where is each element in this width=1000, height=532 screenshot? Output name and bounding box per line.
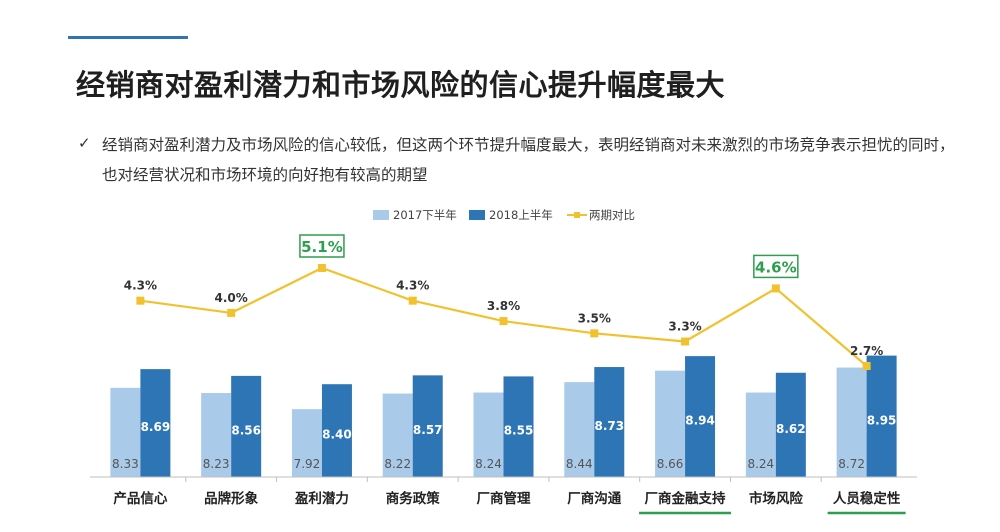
- line-point-0: [136, 296, 145, 305]
- line-label-6: 3.3%: [668, 320, 701, 334]
- bar-value-2018-6: 8.94: [685, 414, 715, 428]
- bar-value-2017-6: 8.66: [657, 457, 684, 471]
- bar-2018-5: [594, 367, 625, 477]
- bar-2018-7: [775, 372, 806, 477]
- line-label-4: 3.8%: [487, 299, 520, 313]
- x-tick-label-5: 厂商沟通: [567, 490, 621, 507]
- bar-value-2017-0: 8.33: [112, 457, 139, 471]
- line-label-1: 4.0%: [215, 291, 248, 305]
- bar-2017-7: [745, 392, 776, 477]
- bar-value-2018-2: 8.40: [322, 428, 352, 442]
- bar-value-2017-2: 7.92: [294, 457, 321, 471]
- bar-value-2018-1: 8.56: [231, 423, 261, 437]
- line-point-6: [681, 337, 690, 346]
- line-label-8: 2.7%: [850, 344, 883, 358]
- x-tick-label-7: 市场风险: [749, 490, 803, 507]
- line-label-0: 4.3%: [124, 279, 157, 293]
- line-label-box-2: [299, 234, 345, 258]
- bar-2018-1: [231, 375, 262, 477]
- bar-2017-1: [201, 393, 232, 477]
- bullet-point: ✓ 经销商对盈利潜力及市场风险的信心较低，但这两个环节提升幅度最大，表明经销商对…: [78, 130, 958, 190]
- line-point-2: [317, 264, 326, 272]
- bar-value-2018-5: 8.73: [594, 419, 624, 433]
- bar-2018-3: [412, 375, 443, 477]
- bar-value-2017-7: 8.24: [747, 457, 774, 471]
- line-point-5: [590, 329, 599, 338]
- line-point-7: [771, 284, 780, 293]
- bar-value-2018-0: 8.69: [141, 420, 171, 434]
- line-point-4: [499, 317, 508, 326]
- legend-swatch-0: [373, 210, 389, 220]
- bar-2017-6: [655, 370, 686, 477]
- bar-2017-3: [382, 393, 413, 477]
- bar-2018-8: [866, 355, 897, 477]
- line-point-3: [408, 296, 417, 305]
- bar-2017-0: [110, 387, 141, 477]
- line-point-8: [862, 362, 871, 370]
- bar-2018-0: [140, 369, 171, 477]
- x-tick-label-6: 厂商金融支持: [645, 490, 726, 507]
- bar-2018-6: [685, 356, 716, 477]
- line-label-box-7: [753, 254, 799, 279]
- bar-2017-4: [473, 392, 504, 477]
- x-tick-label-4: 厂商管理: [477, 490, 531, 507]
- check-icon: ✓: [78, 134, 91, 152]
- bar-value-2018-4: 8.55: [504, 424, 534, 438]
- line-series: [140, 266, 868, 367]
- bar-2018-2: [321, 384, 352, 477]
- line-label-7: 4.6%: [755, 258, 797, 276]
- legend-marker-2: [574, 212, 580, 218]
- legend-label-2: 两期对比: [589, 208, 635, 222]
- bar-value-2017-1: 8.23: [203, 457, 230, 471]
- bar-2017-2: [291, 409, 322, 477]
- bar-value-2017-8: 8.72: [838, 457, 865, 471]
- legend-label-1: 2018上半年: [489, 208, 553, 222]
- bullet-text: 经销商对盈利潜力及市场风险的信心较低，但这两个环节提升幅度最大，表明经销商对未来…: [102, 136, 955, 184]
- line-label-2: 5.1%: [301, 238, 343, 256]
- page-title: 经销商对盈利潜力和市场风险的信心提升幅度最大: [76, 68, 726, 102]
- x-tick-label-1: 品牌形象: [204, 490, 258, 507]
- bar-value-2017-4: 8.24: [475, 457, 502, 471]
- x-tick-label-3: 商务政策: [386, 490, 440, 507]
- legend-swatch-1: [469, 210, 485, 220]
- x-tick-label-8: 人员稳定性: [833, 490, 901, 507]
- bar-value-2018-7: 8.62: [776, 422, 806, 436]
- line-label-5: 3.5%: [578, 311, 611, 325]
- line-point-1: [227, 308, 236, 317]
- bar-value-2018-3: 8.57: [413, 423, 443, 437]
- bar-2017-8: [836, 367, 867, 477]
- title-accent-bar: [68, 36, 188, 39]
- line-label-3: 4.3%: [396, 279, 429, 293]
- legend-label-0: 2017下半年: [393, 208, 457, 222]
- x-tick-label-2: 盈利潜力: [294, 490, 349, 507]
- bar-2018-4: [503, 376, 534, 477]
- bar-value-2017-3: 8.22: [384, 457, 411, 471]
- x-tick-label-0: 产品信心: [113, 490, 167, 507]
- bar-value-2017-5: 8.44: [566, 457, 593, 471]
- bar-2017-5: [564, 382, 595, 477]
- bar-value-2018-8: 8.95: [867, 413, 897, 427]
